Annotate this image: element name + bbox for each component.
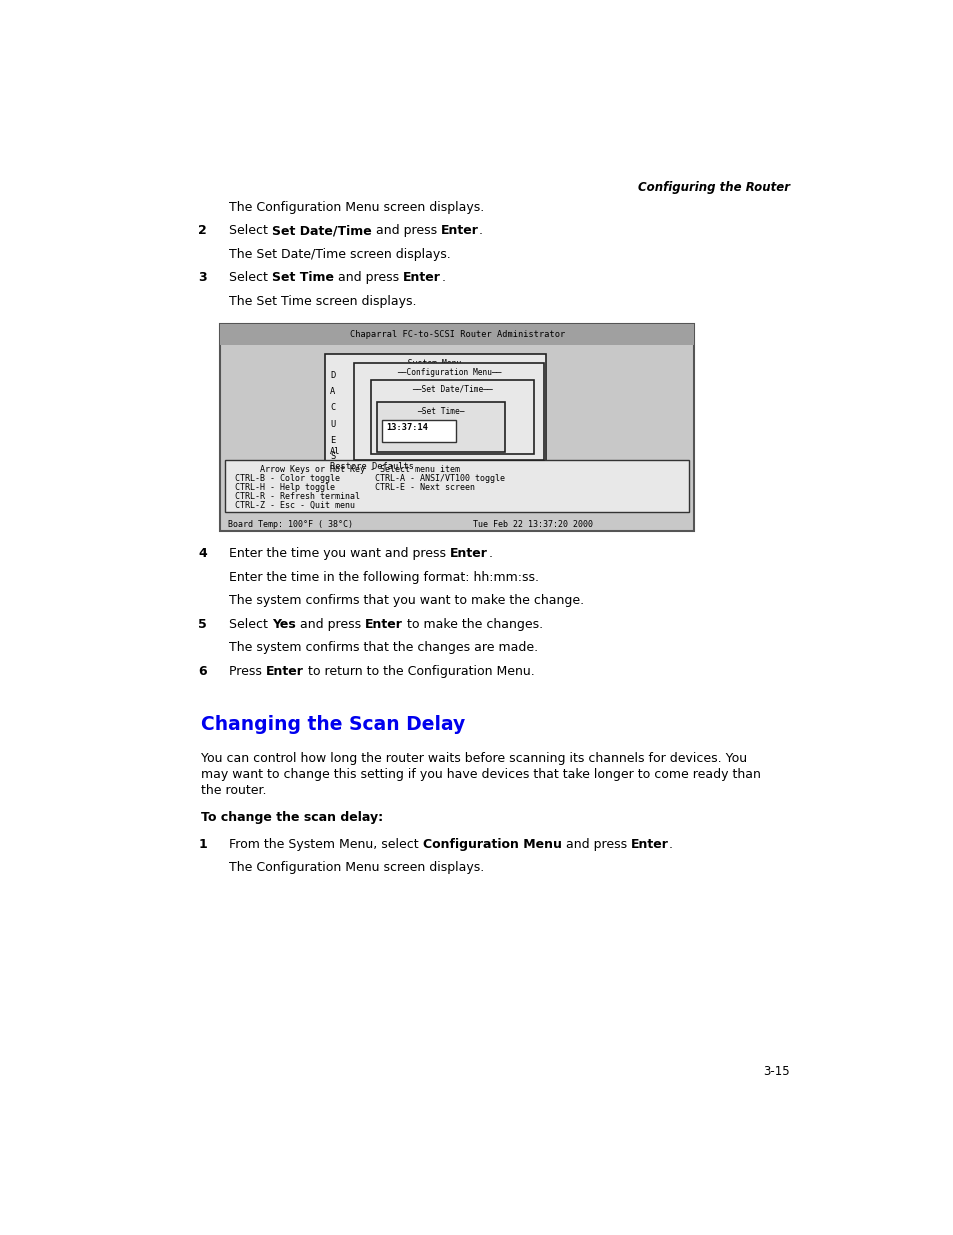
- Text: The system confirms that you want to make the change.: The system confirms that you want to mak…: [229, 594, 584, 608]
- Bar: [220, 324, 694, 345]
- Text: .: .: [478, 224, 482, 237]
- Text: Select: Select: [229, 270, 272, 284]
- Text: You can control how long the router waits before scanning its channels for devic: You can control how long the router wait…: [200, 752, 746, 766]
- Text: The Configuration Menu screen displays.: The Configuration Menu screen displays.: [229, 861, 484, 874]
- Text: Enter: Enter: [266, 664, 304, 678]
- Bar: [354, 363, 543, 459]
- Text: Enter: Enter: [440, 224, 478, 237]
- Text: 6: 6: [198, 664, 207, 678]
- Text: Changing the Scan Delay: Changing the Scan Delay: [200, 715, 464, 735]
- Text: and press: and press: [295, 618, 365, 631]
- Text: The Set Date/Time screen displays.: The Set Date/Time screen displays.: [229, 247, 451, 261]
- Text: The system confirms that the changes are made.: The system confirms that the changes are…: [229, 641, 537, 655]
- Text: CTRL-R - Refresh terminal: CTRL-R - Refresh terminal: [234, 493, 359, 501]
- Text: 3: 3: [198, 270, 207, 284]
- Text: C: C: [330, 404, 335, 412]
- Text: ─Set Time─: ─Set Time─: [417, 406, 464, 415]
- Text: .: .: [488, 547, 492, 561]
- Text: Enter: Enter: [403, 270, 440, 284]
- Text: may want to change this setting if you have devices that take longer to come rea: may want to change this setting if you h…: [200, 768, 760, 781]
- Text: and press: and press: [334, 270, 403, 284]
- Bar: [223, 345, 691, 514]
- Text: .: .: [440, 270, 445, 284]
- Text: 13:37:14: 13:37:14: [385, 424, 427, 432]
- Text: CTRL-B - Color toggle       CTRL-A - ANSI/VT100 toggle: CTRL-B - Color toggle CTRL-A - ANSI/VT10…: [234, 474, 504, 483]
- Text: Enter: Enter: [365, 618, 402, 631]
- Text: E: E: [330, 436, 335, 445]
- Text: 3-15: 3-15: [762, 1065, 789, 1078]
- Text: and press: and press: [561, 837, 630, 851]
- Text: ──Set Date/Time──: ──Set Date/Time──: [412, 385, 493, 394]
- Text: CTRL-H - Help toggle        CTRL-E - Next screen: CTRL-H - Help toggle CTRL-E - Next scree…: [234, 483, 475, 493]
- Text: ──System Menu──: ──System Menu──: [398, 359, 471, 368]
- Text: .: .: [668, 837, 672, 851]
- Bar: [225, 459, 688, 513]
- Text: Configuring the Router: Configuring the Router: [637, 180, 789, 194]
- Text: Set Time: Set Time: [272, 270, 334, 284]
- Text: U: U: [330, 420, 335, 429]
- Text: to return to the Configuration Menu.: to return to the Configuration Menu.: [304, 664, 535, 678]
- Text: The Set Time screen displays.: The Set Time screen displays.: [229, 294, 416, 308]
- Text: Yes: Yes: [272, 618, 295, 631]
- Bar: [377, 401, 505, 452]
- Text: Configuration Menu: Configuration Menu: [422, 837, 561, 851]
- Text: From the System Menu, select: From the System Menu, select: [229, 837, 422, 851]
- Text: Al: Al: [330, 447, 340, 456]
- Text: Enter the time in the following format: hh:mm:ss.: Enter the time in the following format: …: [229, 571, 538, 584]
- Text: A: A: [330, 388, 335, 396]
- Text: To change the scan delay:: To change the scan delay:: [200, 811, 382, 824]
- Text: S: S: [330, 452, 335, 461]
- Bar: [324, 354, 545, 479]
- Text: 1: 1: [198, 837, 207, 851]
- Text: Enter the time you want and press: Enter the time you want and press: [229, 547, 450, 561]
- Text: Board Temp: 100°F ( 38°C)                        Tue Feb 22 13:37:20 2000: Board Temp: 100°F ( 38°C) Tue Feb 22 13:…: [228, 520, 592, 529]
- Text: D: D: [330, 370, 335, 380]
- Text: Set Date/Time: Set Date/Time: [272, 224, 372, 237]
- Text: The Configuration Menu screen displays.: The Configuration Menu screen displays.: [229, 200, 484, 214]
- Text: Press: Press: [229, 664, 266, 678]
- Text: Chaparral FC-to-SCSI Router Administrator: Chaparral FC-to-SCSI Router Administrato…: [349, 330, 564, 340]
- Text: Arrow Keys or Hot Key - Select menu item: Arrow Keys or Hot Key - Select menu item: [234, 466, 459, 474]
- Bar: [220, 324, 694, 531]
- Bar: [381, 420, 456, 442]
- Text: Enter: Enter: [450, 547, 488, 561]
- Text: Enter: Enter: [630, 837, 668, 851]
- Text: the router.: the router.: [200, 784, 266, 797]
- Text: to make the changes.: to make the changes.: [402, 618, 542, 631]
- Bar: [371, 380, 534, 453]
- Text: Select: Select: [229, 224, 272, 237]
- Text: 4: 4: [198, 547, 207, 561]
- Text: Select: Select: [229, 618, 272, 631]
- Text: ──Configuration Menu──: ──Configuration Menu──: [396, 368, 500, 377]
- Text: CTRL-Z - Esc - Quit menu: CTRL-Z - Esc - Quit menu: [234, 501, 355, 510]
- Text: and press: and press: [372, 224, 440, 237]
- Text: Restore Defaults: Restore Defaults: [330, 462, 414, 471]
- Text: 2: 2: [198, 224, 207, 237]
- Text: 5: 5: [198, 618, 207, 631]
